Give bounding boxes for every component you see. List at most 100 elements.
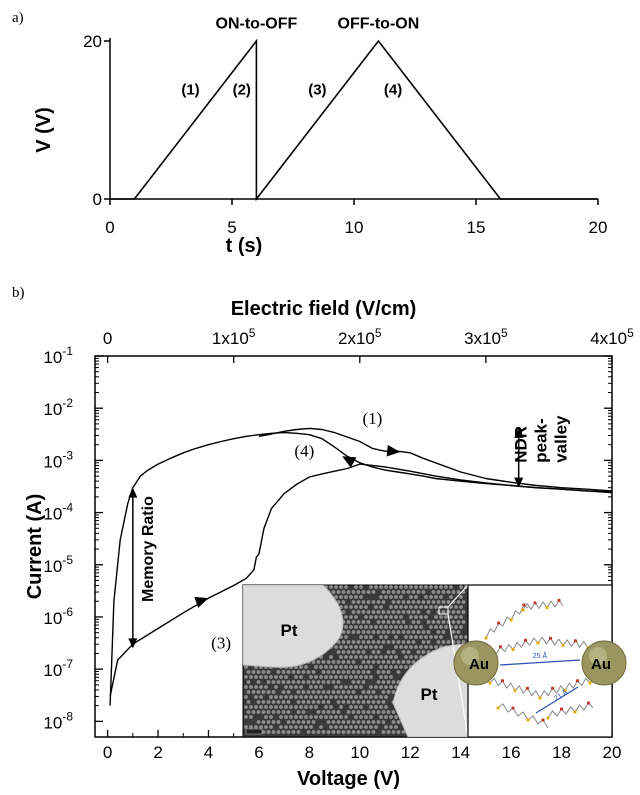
nanoparticle bbox=[426, 620, 431, 624]
nanoparticle bbox=[394, 665, 398, 669]
nanoparticle bbox=[379, 595, 383, 599]
nanoparticle bbox=[359, 645, 363, 649]
atom bbox=[550, 686, 555, 690]
nanoparticle bbox=[441, 610, 446, 614]
nanoparticle bbox=[454, 605, 458, 609]
atom bbox=[546, 716, 550, 720]
nanoparticle bbox=[326, 730, 331, 734]
nanoparticle bbox=[256, 720, 261, 724]
nanoparticle bbox=[409, 635, 413, 639]
alkyl-chain bbox=[522, 599, 564, 611]
nanoparticle bbox=[411, 630, 416, 634]
nanoparticle bbox=[254, 725, 258, 729]
nanoparticle bbox=[364, 605, 368, 609]
nanoparticle bbox=[461, 600, 466, 604]
panel-b-y-tick-label: 10-4 bbox=[43, 501, 73, 524]
nanoparticle bbox=[311, 700, 316, 704]
distance-25 bbox=[499, 659, 581, 666]
nanoparticle bbox=[276, 680, 281, 684]
nanoparticle bbox=[381, 620, 386, 624]
memory-ratio-arrow-bottom bbox=[128, 638, 138, 649]
nanoparticle bbox=[396, 640, 401, 644]
nanoparticle bbox=[429, 585, 433, 589]
nanoparticle bbox=[316, 710, 321, 714]
nanoparticle bbox=[396, 720, 401, 724]
nanoparticle bbox=[319, 685, 323, 689]
nanoparticle bbox=[271, 720, 276, 724]
nanoparticle bbox=[409, 625, 413, 629]
nanoparticle bbox=[436, 590, 441, 594]
nanoparticle bbox=[371, 720, 376, 724]
nanoparticle bbox=[374, 705, 378, 709]
atom bbox=[533, 601, 537, 605]
panel-b-x-tick-label: 4 bbox=[204, 743, 213, 762]
nanoparticle bbox=[344, 585, 348, 589]
nanoparticle bbox=[371, 700, 376, 704]
nanoparticle bbox=[349, 595, 353, 599]
nanoparticle bbox=[339, 715, 343, 719]
nanoparticle bbox=[404, 665, 408, 669]
nanoparticle bbox=[339, 705, 343, 709]
nanoparticle bbox=[354, 675, 358, 679]
nanoparticle bbox=[326, 690, 331, 694]
nanoparticle bbox=[271, 690, 276, 694]
nanoparticle bbox=[281, 730, 286, 734]
nanoparticle bbox=[256, 690, 261, 694]
nanoparticle bbox=[424, 585, 428, 589]
nanoparticle bbox=[326, 700, 331, 704]
nanoparticle bbox=[334, 595, 338, 599]
nanoparticle bbox=[414, 645, 418, 649]
nanoparticle bbox=[261, 700, 266, 704]
nanoparticle bbox=[359, 585, 363, 589]
nanoparticle bbox=[361, 720, 366, 724]
nanoparticle bbox=[426, 630, 431, 634]
nanoparticle bbox=[321, 680, 326, 684]
nanoparticle bbox=[344, 655, 348, 659]
nanoparticle bbox=[399, 585, 403, 589]
nanoparticle bbox=[354, 665, 358, 669]
nanoparticle bbox=[381, 660, 386, 664]
nanoparticle bbox=[401, 610, 406, 614]
nanoparticle bbox=[284, 725, 288, 729]
pt-label: Pt bbox=[281, 621, 298, 640]
nanoparticle bbox=[331, 730, 336, 734]
panel-a-x-tick-label: 0 bbox=[105, 218, 114, 237]
nanoparticle bbox=[266, 730, 271, 734]
nanoparticle bbox=[384, 715, 388, 719]
atom bbox=[500, 679, 505, 683]
nanoparticle bbox=[309, 695, 313, 699]
nanoparticle bbox=[329, 655, 333, 659]
nanoparticle bbox=[449, 585, 453, 589]
nanoparticle bbox=[364, 695, 368, 699]
nanoparticle bbox=[386, 620, 391, 624]
nanoparticle bbox=[391, 610, 396, 614]
nanoparticle bbox=[386, 590, 391, 594]
nanoparticle bbox=[374, 625, 378, 629]
nanoparticle bbox=[286, 730, 291, 734]
nanoparticle bbox=[401, 730, 406, 734]
nanoparticle bbox=[329, 585, 333, 589]
panel-b-y-tick-label: 10-6 bbox=[43, 605, 73, 628]
nanoparticle bbox=[279, 675, 283, 679]
atom bbox=[557, 598, 561, 603]
nanoparticle bbox=[396, 610, 401, 614]
nanoparticle bbox=[359, 605, 363, 609]
nanoparticle bbox=[424, 595, 428, 599]
nanoparticle bbox=[421, 630, 426, 634]
nanoparticle bbox=[441, 630, 446, 634]
nanoparticle bbox=[426, 610, 431, 614]
panel-b-x-tick-label: 2 bbox=[153, 743, 162, 762]
nanoparticle bbox=[366, 700, 371, 704]
nanoparticle bbox=[354, 705, 358, 709]
nanoparticle bbox=[354, 725, 358, 729]
nanoparticle bbox=[304, 705, 308, 709]
nanoparticle bbox=[414, 615, 418, 619]
nanoparticle bbox=[411, 640, 416, 644]
nanoparticle bbox=[414, 635, 418, 639]
nanoparticle bbox=[391, 730, 396, 734]
nanoparticle bbox=[324, 705, 328, 709]
nanoparticle bbox=[311, 690, 316, 694]
nanoparticle bbox=[346, 640, 351, 644]
nanoparticle bbox=[311, 660, 316, 664]
nanoparticle bbox=[339, 585, 343, 589]
